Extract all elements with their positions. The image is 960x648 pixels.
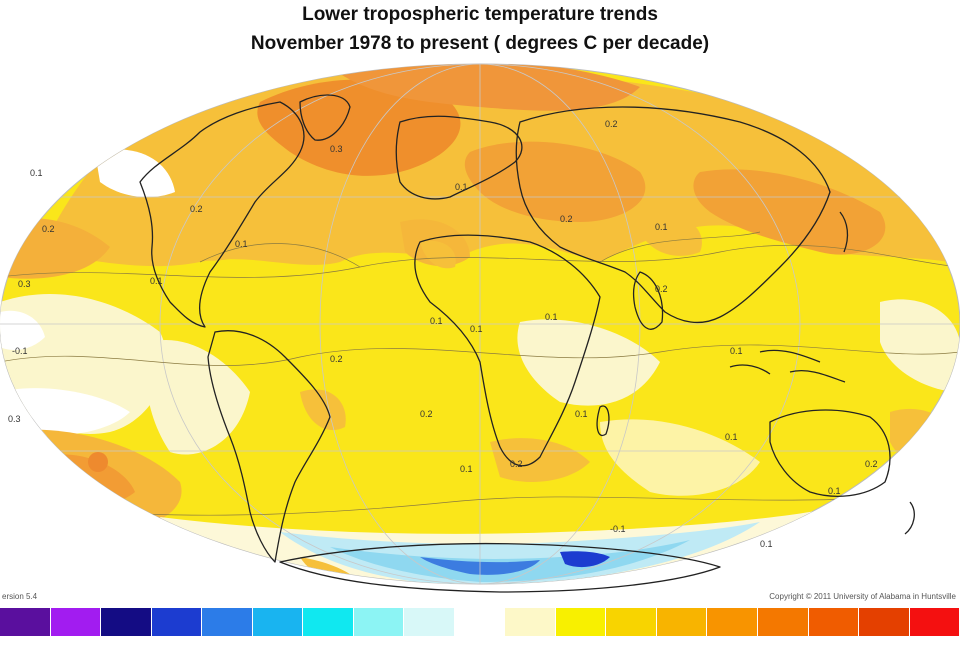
europe-outline	[395, 115, 523, 200]
contour-labels: 0.1 0.2 0.3 0.2 0.1 -0.1 0.1 0.2 0.3 0.1…	[8, 119, 878, 549]
contour-label: 0.1	[655, 222, 668, 232]
contour-label: 0.2	[510, 459, 523, 469]
color-scale-swatch	[303, 608, 353, 636]
map-title-line-1: Lower tropospheric temperature trends	[302, 4, 658, 25]
contour-label: 0.1	[430, 316, 443, 326]
color-scale-swatch	[101, 608, 151, 636]
contour-label: 0.2	[42, 224, 55, 234]
map-title-line-2: November 1978 to present ( degrees C per…	[250, 33, 710, 54]
color-scale-swatch	[151, 608, 202, 636]
contour-label: 0.1	[460, 464, 473, 474]
color-scale-swatch	[757, 608, 808, 636]
contour-label: 0.1	[235, 239, 248, 249]
contour-label: 0.1	[828, 486, 841, 496]
contour-label: -0.1	[12, 346, 28, 356]
contour-label: 0.1	[470, 324, 483, 334]
contour-label: 0.1	[575, 409, 588, 419]
contour-label: 0.1	[455, 182, 468, 192]
copyright-note: Copyright © 2011 University of Alabama i…	[769, 592, 956, 601]
color-scale-swatch	[909, 608, 960, 636]
color-scale-swatch	[707, 608, 757, 636]
madagascar-outline	[596, 405, 610, 437]
contour-label: 0.1	[150, 276, 163, 286]
color-scale-swatch	[808, 608, 859, 636]
contour-label: 0.2	[865, 459, 878, 469]
graticule	[0, 64, 960, 584]
color-scale-swatch	[505, 608, 555, 636]
color-scale-swatch	[859, 608, 909, 636]
japan-outline	[839, 211, 849, 253]
contour-label: 0.2	[560, 214, 573, 224]
contour-label: 0.1	[730, 346, 743, 356]
contour-label: 0.2	[605, 119, 618, 129]
contour-label: 0.1	[760, 539, 773, 549]
color-scale-swatch	[454, 608, 505, 636]
color-scale-swatch	[353, 608, 404, 636]
color-scale-swatch	[404, 608, 454, 636]
color-scale-swatch	[202, 608, 252, 636]
contour-label: 0.1	[725, 432, 738, 442]
australia-outline	[769, 409, 891, 497]
color-scale-swatch	[0, 608, 50, 636]
contour-label: 0.3	[18, 279, 31, 289]
color-scale-swatch	[606, 608, 656, 636]
new-zealand-outline	[904, 501, 915, 535]
asia-outline	[515, 106, 831, 324]
contour-label: 0.3	[8, 414, 21, 424]
indonesia-outline	[729, 349, 846, 383]
contour-label: 0.2	[190, 204, 203, 214]
contour-label: 0.1	[545, 312, 558, 322]
contour-label: 0.3	[330, 144, 343, 154]
south-america-outline	[207, 330, 331, 563]
color-scale-swatch	[656, 608, 707, 636]
contour-label: 0.2	[330, 354, 343, 364]
version-note: ersion 5.4	[2, 592, 38, 601]
temperature-trend-map: 0.1 0.2 0.3 0.2 0.1 -0.1 0.1 0.2 0.3 0.1…	[0, 63, 960, 593]
contour-label: -0.1	[610, 524, 626, 534]
contour-label: 0.2	[420, 409, 433, 419]
color-scale-swatch	[50, 608, 101, 636]
coastlines	[139, 94, 915, 593]
north-america-outline	[139, 101, 305, 328]
color-scale-swatch	[555, 608, 606, 636]
antarctica-outline	[279, 542, 721, 593]
color-scale-swatch	[252, 608, 303, 636]
contour-label: 0.1	[30, 168, 43, 178]
india-outline	[633, 271, 664, 330]
africa-outline	[414, 234, 601, 467]
color-scale-bar	[0, 608, 960, 636]
greenland-outline	[299, 94, 351, 141]
contour-label: 0.2	[655, 284, 668, 294]
